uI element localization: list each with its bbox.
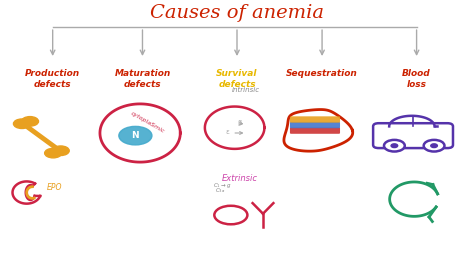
Text: Causes of anemia: Causes of anemia xyxy=(150,4,324,22)
Text: Extrinsic: Extrinsic xyxy=(222,174,258,183)
Polygon shape xyxy=(284,110,353,151)
Circle shape xyxy=(119,126,152,145)
Text: intrinsic: intrinsic xyxy=(231,87,259,93)
Text: Survival
defects: Survival defects xyxy=(216,69,258,89)
FancyBboxPatch shape xyxy=(290,127,340,134)
Text: ε: ε xyxy=(225,129,229,135)
FancyBboxPatch shape xyxy=(290,122,340,128)
Circle shape xyxy=(384,140,405,152)
Circle shape xyxy=(424,140,445,152)
Text: Sequestration: Sequestration xyxy=(286,69,358,78)
Text: Production
defects: Production defects xyxy=(25,69,80,89)
Text: Blood
loss: Blood loss xyxy=(402,69,431,89)
Text: $C_{3a}$: $C_{3a}$ xyxy=(215,186,225,195)
FancyBboxPatch shape xyxy=(290,116,340,123)
Circle shape xyxy=(13,119,30,128)
Text: N: N xyxy=(132,131,139,140)
Circle shape xyxy=(52,146,69,156)
Circle shape xyxy=(391,144,398,148)
Circle shape xyxy=(45,148,62,158)
Text: $C_1 \rightarrow g$: $C_1 \rightarrow g$ xyxy=(213,181,232,190)
Circle shape xyxy=(21,117,38,126)
Circle shape xyxy=(431,144,438,148)
Text: β: β xyxy=(237,120,241,126)
Text: Maturation
defects: Maturation defects xyxy=(114,69,171,89)
Text: EPO: EPO xyxy=(47,183,63,192)
Text: cytoplaSmic: cytoplaSmic xyxy=(129,111,165,134)
